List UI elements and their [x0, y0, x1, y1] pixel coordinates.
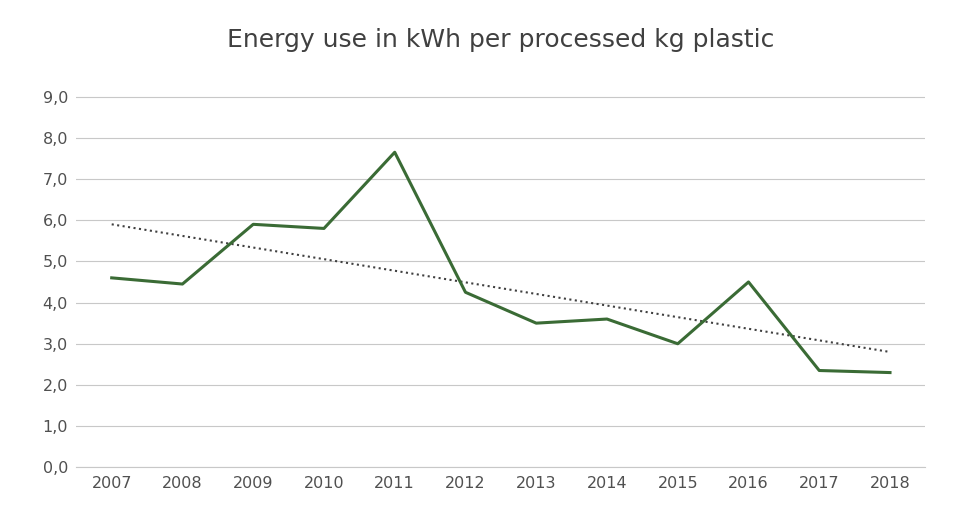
Title: Energy use in kWh per processed kg plastic: Energy use in kWh per processed kg plast… [227, 28, 774, 52]
